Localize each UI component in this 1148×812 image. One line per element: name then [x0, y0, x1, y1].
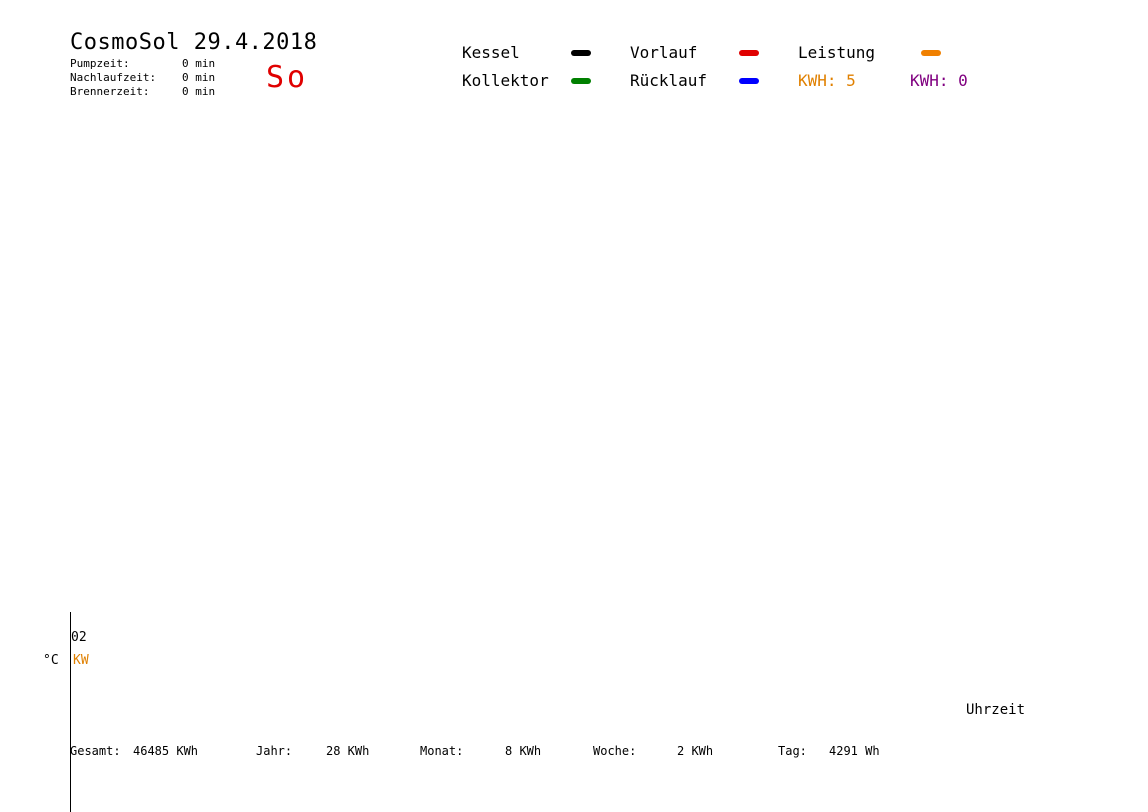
kwh-purple-text: KWH: 0	[910, 71, 968, 90]
legend-kollektor-swatch	[571, 78, 591, 84]
power-unit-label: KW	[73, 653, 89, 668]
total-woche-value: 2 KWh	[677, 744, 714, 758]
x-axis-label: Uhrzeit	[966, 702, 1026, 718]
total-gesamt-value: 46485 KWh	[133, 744, 199, 758]
legend-ruecklauf-swatch	[739, 78, 759, 84]
brennerzeit-label: Brennerzeit:	[70, 85, 150, 98]
nachlaufzeit-label: Nachlaufzeit:	[70, 71, 157, 84]
legend-kollektor-label: Kollektor	[462, 71, 549, 90]
legend-ruecklauf-label: Rücklauf	[630, 71, 708, 90]
weekday-label: So	[266, 60, 309, 95]
kwh-orange-text: KWH: 5	[798, 71, 856, 90]
legend-vorlauf-label: Vorlauf	[630, 43, 698, 62]
total-monat-label: Monat:	[420, 744, 464, 758]
total-tag-value: 4291 Wh	[829, 744, 880, 758]
y-axis-line	[70, 612, 71, 812]
total-woche-label: Woche:	[593, 744, 637, 758]
brennerzeit-value: 0 min	[182, 85, 216, 98]
legend-kessel-swatch	[571, 50, 591, 56]
total-jahr-value: 28 KWh	[326, 744, 370, 758]
total-monat-value: 8 KWh	[505, 744, 542, 758]
legend-vorlauf-swatch	[739, 50, 759, 56]
total-tag-label: Tag:	[778, 744, 807, 758]
total-jahr-label: Jahr:	[256, 744, 293, 758]
x-tick-label: 02	[71, 630, 87, 645]
total-gesamt-label: Gesamt:	[70, 744, 121, 758]
legend-leistung-label: Leistung	[798, 43, 876, 62]
pumpzeit-value: 0 min	[182, 57, 216, 70]
pumpzeit-label: Pumpzeit:	[70, 57, 130, 70]
legend-kessel-label: Kessel	[462, 43, 520, 62]
temperature-unit-label: °C	[43, 653, 59, 668]
legend-leistung-swatch	[921, 50, 941, 56]
chart-title: CosmoSol 29.4.2018	[70, 30, 318, 55]
nachlaufzeit-value: 0 min	[182, 71, 216, 84]
